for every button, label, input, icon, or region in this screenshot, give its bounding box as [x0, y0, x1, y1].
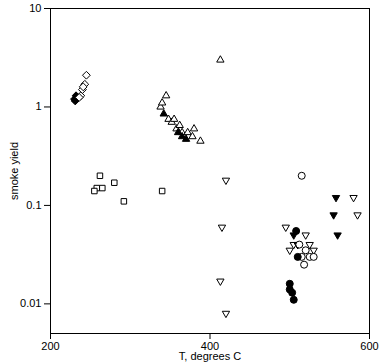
- svg-text:400: 400: [200, 340, 220, 353]
- svg-text:smoke yield: smoke yield: [8, 142, 20, 200]
- svg-text:600: 600: [360, 340, 378, 352]
- svg-text:0.1: 0.1: [26, 199, 41, 211]
- svg-text:200: 200: [41, 340, 59, 352]
- svg-text:0.01: 0.01: [20, 297, 41, 309]
- svg-text:1: 1: [35, 100, 41, 112]
- svg-text:10: 10: [29, 2, 41, 14]
- svg-text:T, degrees C: T, degrees C: [179, 350, 241, 362]
